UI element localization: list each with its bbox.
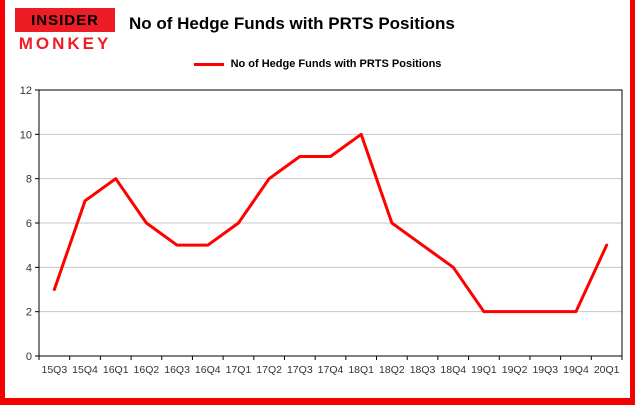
- y-axis-label: 6: [26, 218, 32, 230]
- x-axis-label: 18Q3: [410, 364, 436, 376]
- x-axis-label: 16Q3: [164, 364, 190, 376]
- x-axis-label: 17Q4: [318, 364, 344, 376]
- y-axis-label: 8: [26, 174, 32, 186]
- legend: No of Hedge Funds with PRTS Positions: [5, 58, 630, 70]
- chart-title: No of Hedge Funds with PRTS Positions: [129, 14, 455, 33]
- x-axis-label: 20Q1: [594, 364, 620, 376]
- x-axis-label: 17Q3: [287, 364, 313, 376]
- x-axis-label: 15Q3: [41, 364, 67, 376]
- x-axis-label: 19Q1: [471, 364, 497, 376]
- y-axis-label: 10: [20, 129, 32, 141]
- x-axis-label: 16Q2: [134, 364, 160, 376]
- x-axis-label: 19Q4: [563, 364, 589, 376]
- chart-area: 0 2 4 6 8 10 12 15Q3 15Q4 16Q1 16Q2 16Q3 16Q4 17Q1 17Q…: [5, 80, 630, 403]
- header: INSIDER MONKEY No of Hedge Funds with PR…: [15, 8, 455, 54]
- x-axis-label: 17Q1: [226, 364, 252, 376]
- x-axis-label: 17Q2: [256, 364, 282, 376]
- insider-monkey-logo: INSIDER MONKEY: [15, 8, 115, 54]
- x-axis-label: 18Q2: [379, 364, 405, 376]
- legend-line-swatch: [193, 62, 224, 66]
- plot-border: [38, 89, 623, 357]
- y-axis-label: 0: [26, 351, 32, 363]
- series-line: [52, 132, 609, 314]
- y-axis-label: 4: [26, 262, 32, 274]
- y-axis-label: 12: [20, 85, 32, 97]
- x-axis-label: 15Q4: [72, 364, 98, 376]
- line-chart: 0 2 4 6 8 10 12 15Q3 15Q4 16Q1 16Q2 16Q3 16Q4 17Q1 17Q…: [20, 85, 623, 376]
- x-axis-label: 16Q4: [195, 364, 221, 376]
- x-axis-label: 18Q1: [348, 364, 374, 376]
- x-axis-label: 19Q3: [532, 364, 558, 376]
- y-axis-label: 2: [26, 307, 32, 319]
- x-axis-label: 19Q2: [502, 364, 528, 376]
- logo-insider-text: INSIDER: [15, 8, 115, 32]
- legend-label: No of Hedge Funds with PRTS Positions: [230, 58, 442, 70]
- x-axis-label: 18Q4: [440, 364, 466, 376]
- logo-monkey-text: MONKEY: [18, 34, 112, 53]
- x-axis-label: 16Q1: [103, 364, 129, 376]
